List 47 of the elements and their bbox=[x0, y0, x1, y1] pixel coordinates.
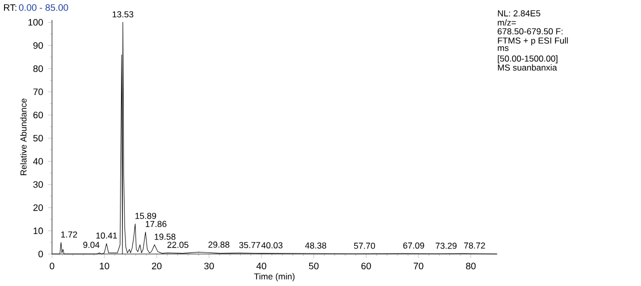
text: m/z= bbox=[498, 19, 516, 26]
y-tick-label: 0 bbox=[38, 250, 43, 258]
y-tick-label: 20 bbox=[33, 204, 43, 211]
text: 678.50-679.50 F: bbox=[498, 28, 562, 34]
x-tick-label: 30 bbox=[204, 262, 214, 270]
annotation: 17.86 bbox=[146, 220, 166, 228]
text: ms bbox=[498, 46, 509, 52]
text: [50.00-1500.00] bbox=[498, 55, 558, 64]
x-axis-title: Time (min) bbox=[254, 273, 294, 282]
chart-title: RT: bbox=[4, 4, 16, 11]
annotation: 19.58 bbox=[154, 234, 176, 240]
annotation: 73.29 bbox=[436, 242, 457, 249]
chart-subtitle: 0.00 - 85.00 bbox=[19, 4, 68, 11]
y-tick-label: 60 bbox=[33, 112, 43, 118]
annotation: 13.53 bbox=[112, 11, 134, 18]
annotation: 78.72 bbox=[464, 242, 485, 249]
text: MS suanbanxia bbox=[498, 64, 557, 71]
x-tick-label: 40 bbox=[256, 262, 266, 270]
annotation: 29.88 bbox=[208, 242, 230, 248]
x-tick-label: 50 bbox=[308, 262, 319, 270]
x-tick-label: 60 bbox=[361, 262, 371, 270]
annotation: 35.77 bbox=[239, 242, 260, 248]
x-tick-label: 70 bbox=[414, 262, 424, 270]
annotation: 22.05 bbox=[167, 242, 188, 248]
y-axis-title: Relative Abundance bbox=[20, 98, 27, 176]
y-tick-label: 70 bbox=[33, 88, 43, 96]
annotation: 15.89 bbox=[135, 212, 156, 219]
y-tick-label: 50 bbox=[33, 134, 43, 142]
x-tick-label: 0 bbox=[50, 262, 54, 270]
annotation: 10.41 bbox=[96, 232, 117, 239]
annotation: 48.38 bbox=[305, 242, 326, 249]
y-tick-label: 100 bbox=[28, 19, 43, 26]
x-tick-label: 20 bbox=[152, 262, 162, 270]
y-tick-label: 80 bbox=[33, 65, 43, 72]
y-tick-label: 10 bbox=[34, 228, 43, 234]
annotation: 67.09 bbox=[403, 242, 424, 249]
annotation: 57.70 bbox=[354, 242, 376, 249]
y-tick-label: 90 bbox=[33, 42, 43, 49]
y-tick-label: 30 bbox=[33, 181, 43, 188]
x-tick-label: 80 bbox=[466, 262, 476, 270]
annotation: 9.04 bbox=[83, 242, 100, 248]
annotation: 40.03 bbox=[261, 242, 282, 248]
annotation: 1.72 bbox=[61, 231, 78, 238]
text: FTMS + p ESI Full bbox=[498, 37, 568, 46]
y-tick-label: 40 bbox=[33, 158, 43, 165]
x-tick-label: 10 bbox=[100, 262, 110, 270]
text: NL: 2.84E5 bbox=[498, 10, 540, 16]
